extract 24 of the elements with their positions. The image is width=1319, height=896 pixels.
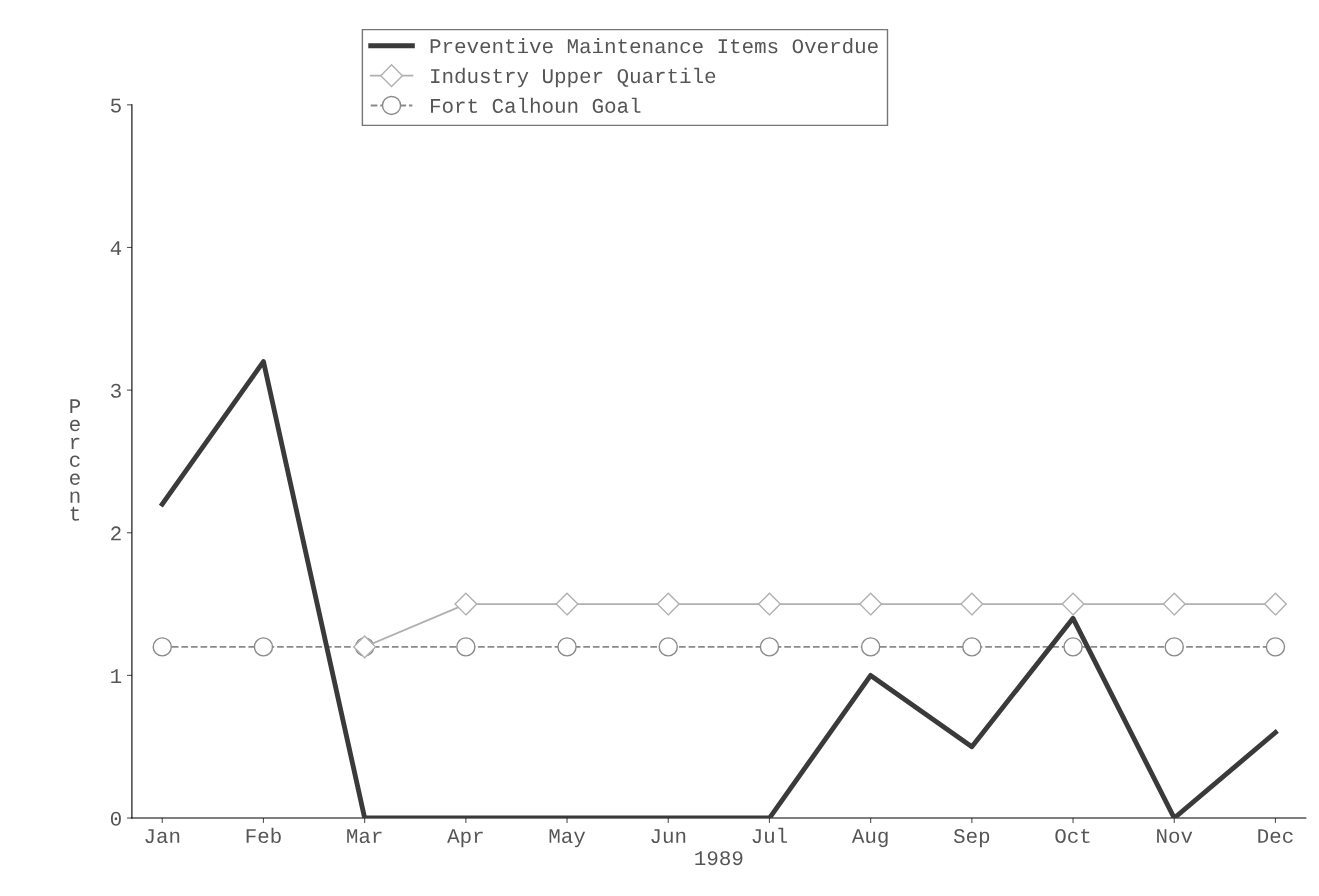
x-tick-label: Apr xyxy=(447,829,483,848)
x-tick-label: Dec xyxy=(1258,829,1293,844)
y-tick-label: 3 xyxy=(110,383,121,398)
line-series xyxy=(159,359,1278,819)
x-tick-label: Sep xyxy=(953,828,990,848)
x-tick-label: Jan xyxy=(145,829,180,844)
x-tick-label: Mar xyxy=(347,829,382,844)
y-tick-label: 0 xyxy=(110,811,121,826)
x-tick-label: Aug xyxy=(851,829,888,848)
y-tick-label: 1 xyxy=(111,669,122,683)
x-tick-label: May xyxy=(549,829,586,848)
x-tick-label: Jul xyxy=(752,827,788,844)
legend-label: Industry Upper Quartile xyxy=(431,67,716,88)
x-tick-label: Oct xyxy=(1055,828,1090,844)
legend-label: Fort Calhoun Goal xyxy=(431,97,641,113)
x-tick-label: Jun xyxy=(651,829,686,844)
y-tick-label: 5 xyxy=(110,98,121,113)
x-tick-label: Nov xyxy=(1157,829,1193,844)
y-tick-label: 2 xyxy=(111,526,121,541)
x-tick-label: Feb xyxy=(246,827,281,844)
x-axis-title: 1989 xyxy=(695,851,743,866)
legend-label: Preventive Maintenance Items Overdue xyxy=(430,38,878,54)
y-tick-label: 4 xyxy=(110,241,122,256)
y-axis-title: Percent xyxy=(70,399,81,521)
